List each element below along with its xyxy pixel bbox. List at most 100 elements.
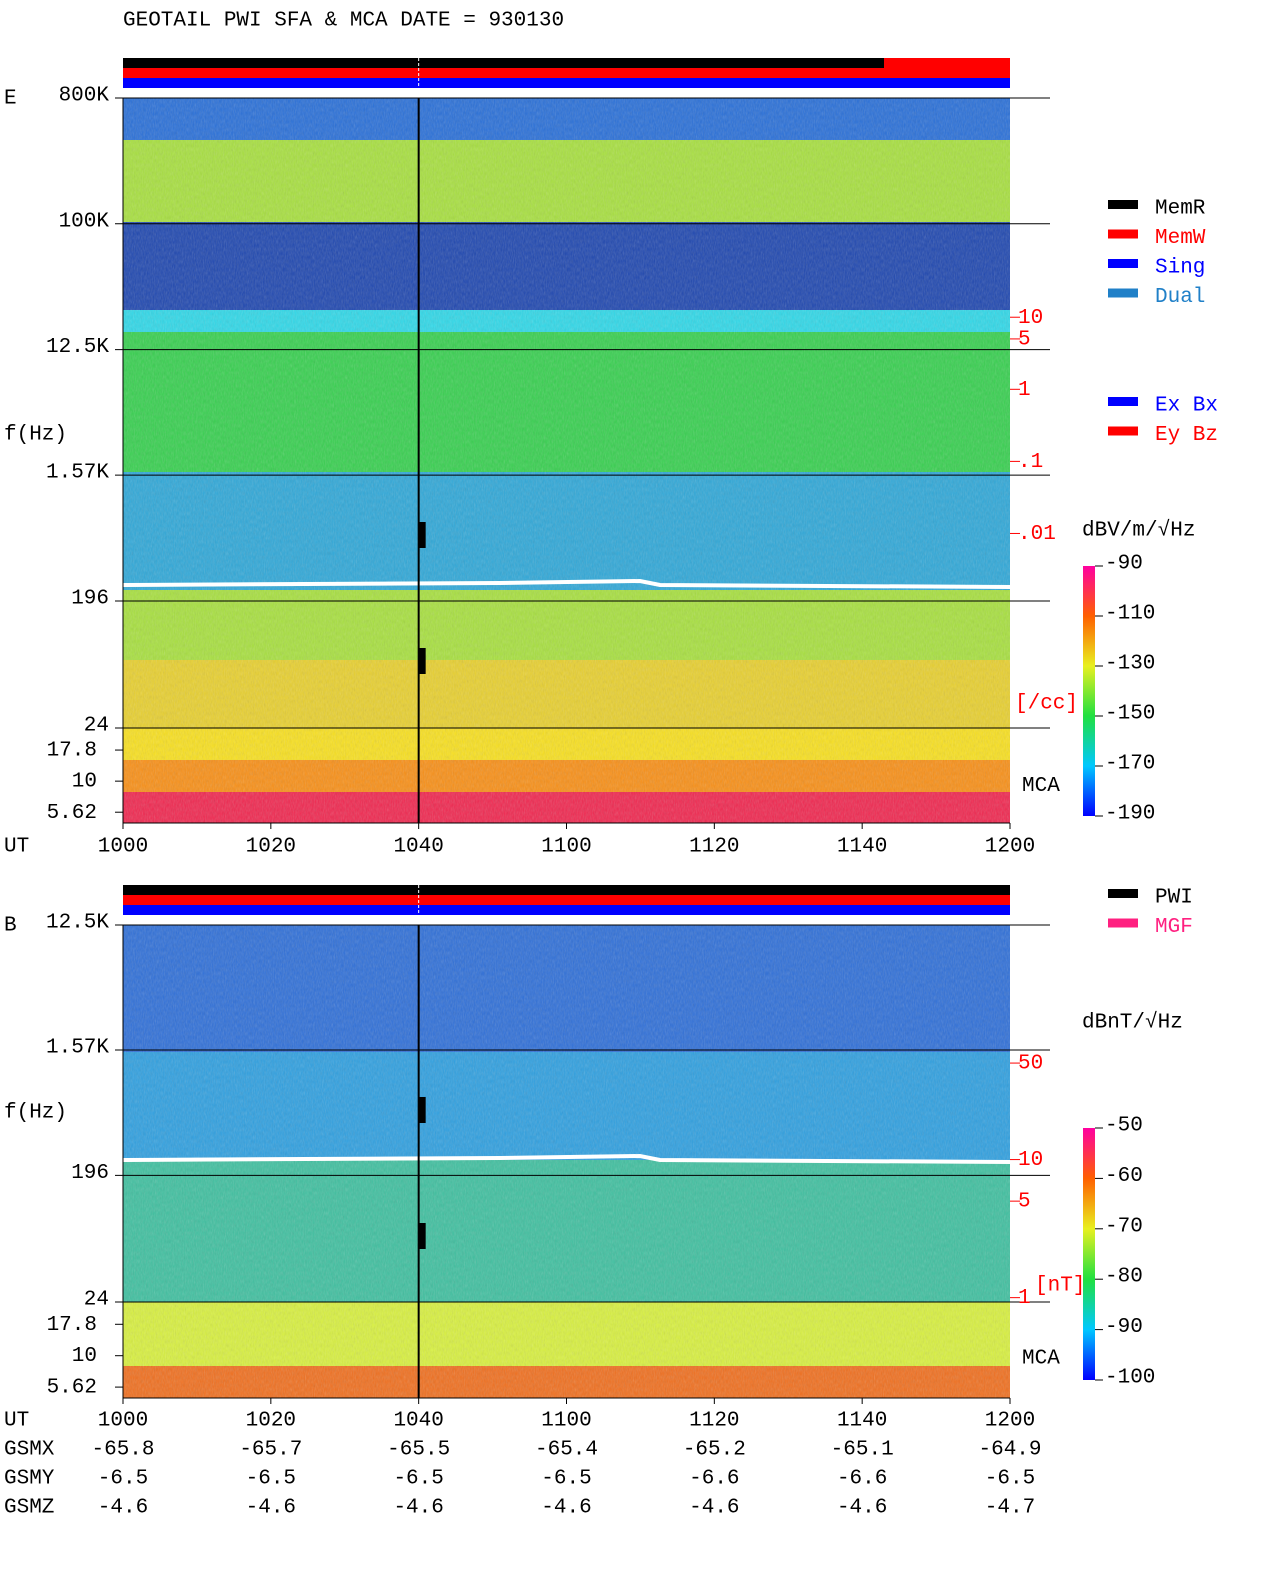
ephemeris-name: GSMX [4,1439,55,1462]
legend-swatch [1108,259,1138,268]
x-tick-label: 1200 [985,1410,1035,1433]
y2-tick-label: 5 [1018,328,1031,351]
mca-tick-label: 17.8 [47,1314,97,1337]
y-tick-label: 24 [84,1289,109,1312]
x-tick-label: 1200 [985,836,1035,859]
x-axis-label: UT [4,836,29,859]
ephemeris-value: -65.8 [91,1439,154,1462]
ephemeris-value: -64.9 [978,1439,1041,1462]
mca-tick-label: 10 [72,1345,97,1368]
y2-label: [nT] [1035,1275,1085,1298]
colorbar [1083,1128,1095,1380]
legend-label: MGF [1155,916,1193,939]
ephemeris-value: -4.6 [98,1497,148,1520]
x-tick-label: 1020 [246,836,296,859]
cyclotron-line [122,1153,1011,1164]
x-tick-label: 1140 [837,1410,887,1433]
colorbar [1083,566,1095,816]
ephemeris-value: -6.5 [393,1468,443,1491]
legend-label: Dual [1155,286,1205,309]
mca-label: MCA [1022,775,1060,798]
mca-tick-label: 10 [72,771,97,794]
ephemeris-value: -65.7 [239,1439,302,1462]
y-tick-label: 196 [71,588,109,611]
x-tick-label: 1040 [393,1410,443,1433]
ephemeris-value: -6.5 [98,1468,148,1491]
panel-label: B [4,915,17,938]
y2-tick-label: 10 [1018,1149,1043,1172]
status-bar [123,905,1010,915]
legend-swatch [1108,200,1138,209]
x-tick-label: 1100 [541,836,591,859]
ephemeris-value: -4.6 [246,1497,296,1520]
y-axis-label: f(Hz) [4,424,67,447]
y2-tick-label: 1 [1018,1287,1031,1310]
y-tick-label: 1.57K [46,1037,109,1060]
ephemeris-name: GSMY [4,1468,55,1491]
ephemeris-value: -4.7 [985,1497,1035,1520]
status-bar [123,58,1010,68]
legend-swatch [1108,288,1138,298]
gap-marker [418,1097,426,1123]
colorbar-tick-label: -80 [1105,1266,1143,1289]
colorbar-label: dBnT/√Hz [1082,1011,1183,1035]
cyclotron-line [122,578,1011,589]
y-tick-label: 24 [84,715,109,738]
chart-title: GEOTAIL PWI SFA & MCA DATE = 930130 [123,10,564,33]
x-tick-label: 1000 [98,1410,148,1433]
y2-tick-label: .1 [1018,451,1043,474]
panel-label: E [4,88,17,111]
status-bar [123,885,1010,895]
y-axis-label: f(Hz) [4,1102,67,1125]
y-tick-label: 1.57K [46,462,109,485]
x-tick-label: 1000 [98,836,148,859]
legend-label: Ex Bx [1155,395,1218,418]
status-bar [884,58,1010,68]
gap-marker [418,648,426,674]
colorbar-tick-label: -150 [1105,703,1155,726]
legend-swatch [1108,889,1138,898]
x-axis-label: UT [4,1410,29,1433]
colorbar-tick-label: -100 [1105,1367,1155,1390]
y-tick-label: 100K [59,210,110,233]
y-tick-label: 196 [71,1162,109,1185]
colorbar-tick-label: -170 [1105,753,1155,776]
y-tick-label: 12.5K [46,336,109,359]
legend-swatch [1108,229,1138,239]
ephemeris-value: -65.1 [831,1439,894,1462]
legend-label: Sing [1155,257,1205,280]
spectrogram-noise [123,98,1010,823]
ephemeris-value: -6.5 [541,1468,591,1491]
legend-label: MemW [1155,227,1206,250]
ephemeris-value: -6.5 [246,1468,296,1491]
y2-tick-label: 5 [1018,1191,1031,1214]
x-tick-label: 1120 [689,836,739,859]
legend-swatch [1108,426,1138,436]
y2-tick-label: 50 [1018,1053,1043,1076]
status-bar [123,78,1010,88]
y2-tick-label: .01 [1018,523,1056,546]
ephemeris-value: -65.4 [535,1439,598,1462]
x-tick-label: 1040 [393,836,443,859]
x-tick-label: 1120 [689,1410,739,1433]
mca-label: MCA [1022,1348,1060,1371]
ephemeris-value: -6.6 [689,1468,739,1491]
legend-label: MemR [1155,198,1206,221]
y2-tick-label: 10 [1018,307,1043,330]
colorbar-tick-label: -50 [1105,1115,1143,1138]
legend-label: PWI [1155,887,1193,910]
ephemeris-value: -65.2 [683,1439,746,1462]
ephemeris-name: GSMZ [4,1497,54,1520]
colorbar-tick-label: -90 [1105,553,1143,576]
colorbar-tick-label: -60 [1105,1165,1143,1188]
x-tick-label: 1020 [246,1410,296,1433]
x-tick-label: 1140 [837,836,887,859]
legend-swatch [1108,397,1138,406]
colorbar-tick-label: -70 [1105,1215,1143,1238]
status-bar [123,895,1010,905]
colorbar-tick-label: -110 [1105,603,1155,626]
mca-tick-label: 5.62 [47,1377,97,1400]
y2-tick-label: 1 [1018,379,1031,402]
